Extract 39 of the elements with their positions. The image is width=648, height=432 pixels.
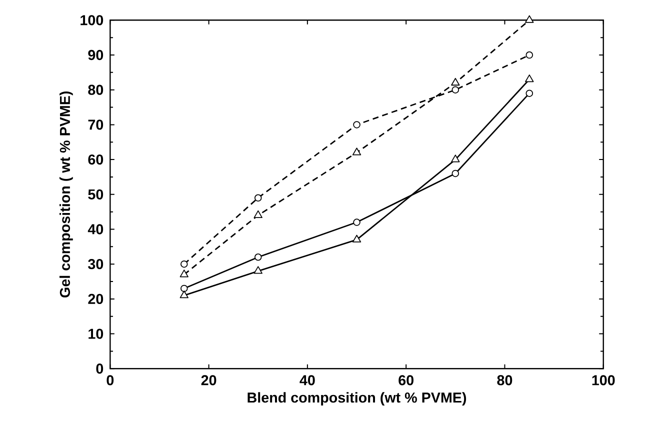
point bbox=[180, 260, 188, 268]
y-tick-label: 10 bbox=[88, 328, 104, 339]
y-tick-label: 100 bbox=[80, 15, 104, 26]
x-tick-label: 40 bbox=[300, 375, 315, 386]
point bbox=[353, 218, 360, 226]
y-axis-title: Gel composition ( wt % PVME) bbox=[60, 91, 73, 298]
point bbox=[526, 51, 534, 59]
point bbox=[353, 121, 360, 128]
point bbox=[452, 86, 460, 94]
x-tick-label: 20 bbox=[201, 375, 216, 386]
y-tick-label: 30 bbox=[88, 259, 104, 270]
x-axis-title: Blend composition (wt % PVME) bbox=[248, 392, 466, 406]
point bbox=[352, 148, 362, 156]
point bbox=[254, 253, 262, 261]
point bbox=[525, 15, 534, 23]
point bbox=[526, 90, 534, 97]
point bbox=[180, 270, 188, 278]
point bbox=[525, 74, 534, 82]
x-tick-label: 60 bbox=[398, 375, 414, 386]
x-tick-label: 0 bbox=[106, 375, 114, 386]
point bbox=[180, 290, 188, 298]
point bbox=[451, 78, 460, 86]
x-tick-label: 100 bbox=[592, 375, 615, 386]
y-tick-label: 60 bbox=[88, 154, 104, 165]
point bbox=[254, 266, 262, 274]
y-tick-label: 90 bbox=[88, 50, 104, 60]
point bbox=[452, 170, 460, 178]
y-tick-label: 70 bbox=[88, 120, 104, 130]
point bbox=[254, 194, 262, 202]
y-tick-label: 40 bbox=[88, 224, 104, 234]
point bbox=[451, 154, 460, 162]
point bbox=[352, 234, 362, 242]
x-tick-label: 80 bbox=[497, 375, 512, 386]
point bbox=[254, 210, 262, 218]
point bbox=[180, 284, 188, 292]
y-tick-label: 50 bbox=[88, 189, 104, 200]
y-tick-label: 80 bbox=[88, 84, 104, 95]
y-tick-label: 0 bbox=[96, 364, 104, 374]
y-tick-label: 20 bbox=[88, 294, 104, 304]
